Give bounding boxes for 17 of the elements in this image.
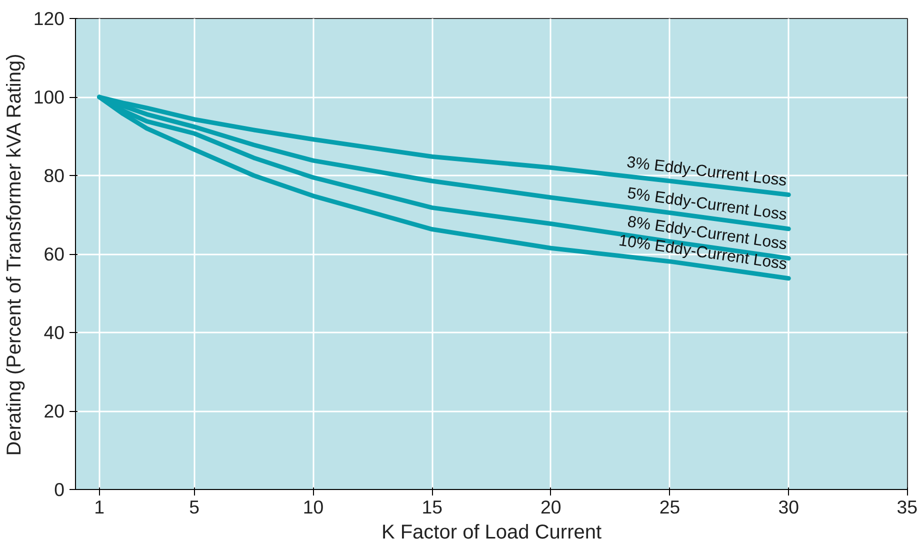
y-tick-label: 20: [44, 400, 65, 422]
x-tick-label: 15: [422, 496, 442, 518]
x-tick-label: 10: [302, 496, 324, 518]
x-tick-label: 30: [778, 496, 800, 518]
y-tick-label: 100: [33, 86, 65, 108]
y-axis-title: Derating (Percent of Transformer kVA Rating): [3, 54, 26, 456]
x-axis-title: K Factor of Load Current: [381, 522, 602, 544]
x-tick-label: 1: [94, 496, 104, 518]
x-tick-label: 20: [540, 496, 562, 518]
y-tick-label: 60: [44, 244, 65, 264]
y-tick-label: 120: [33, 8, 65, 29]
y-tick-label: 80: [44, 165, 65, 186]
x-tick-label: 25: [659, 496, 680, 518]
x-tick-label: 5: [189, 496, 200, 518]
y-tick-label: 0: [54, 479, 65, 500]
x-tick-label: 35: [896, 496, 917, 518]
y-tick-label: 40: [44, 322, 65, 343]
